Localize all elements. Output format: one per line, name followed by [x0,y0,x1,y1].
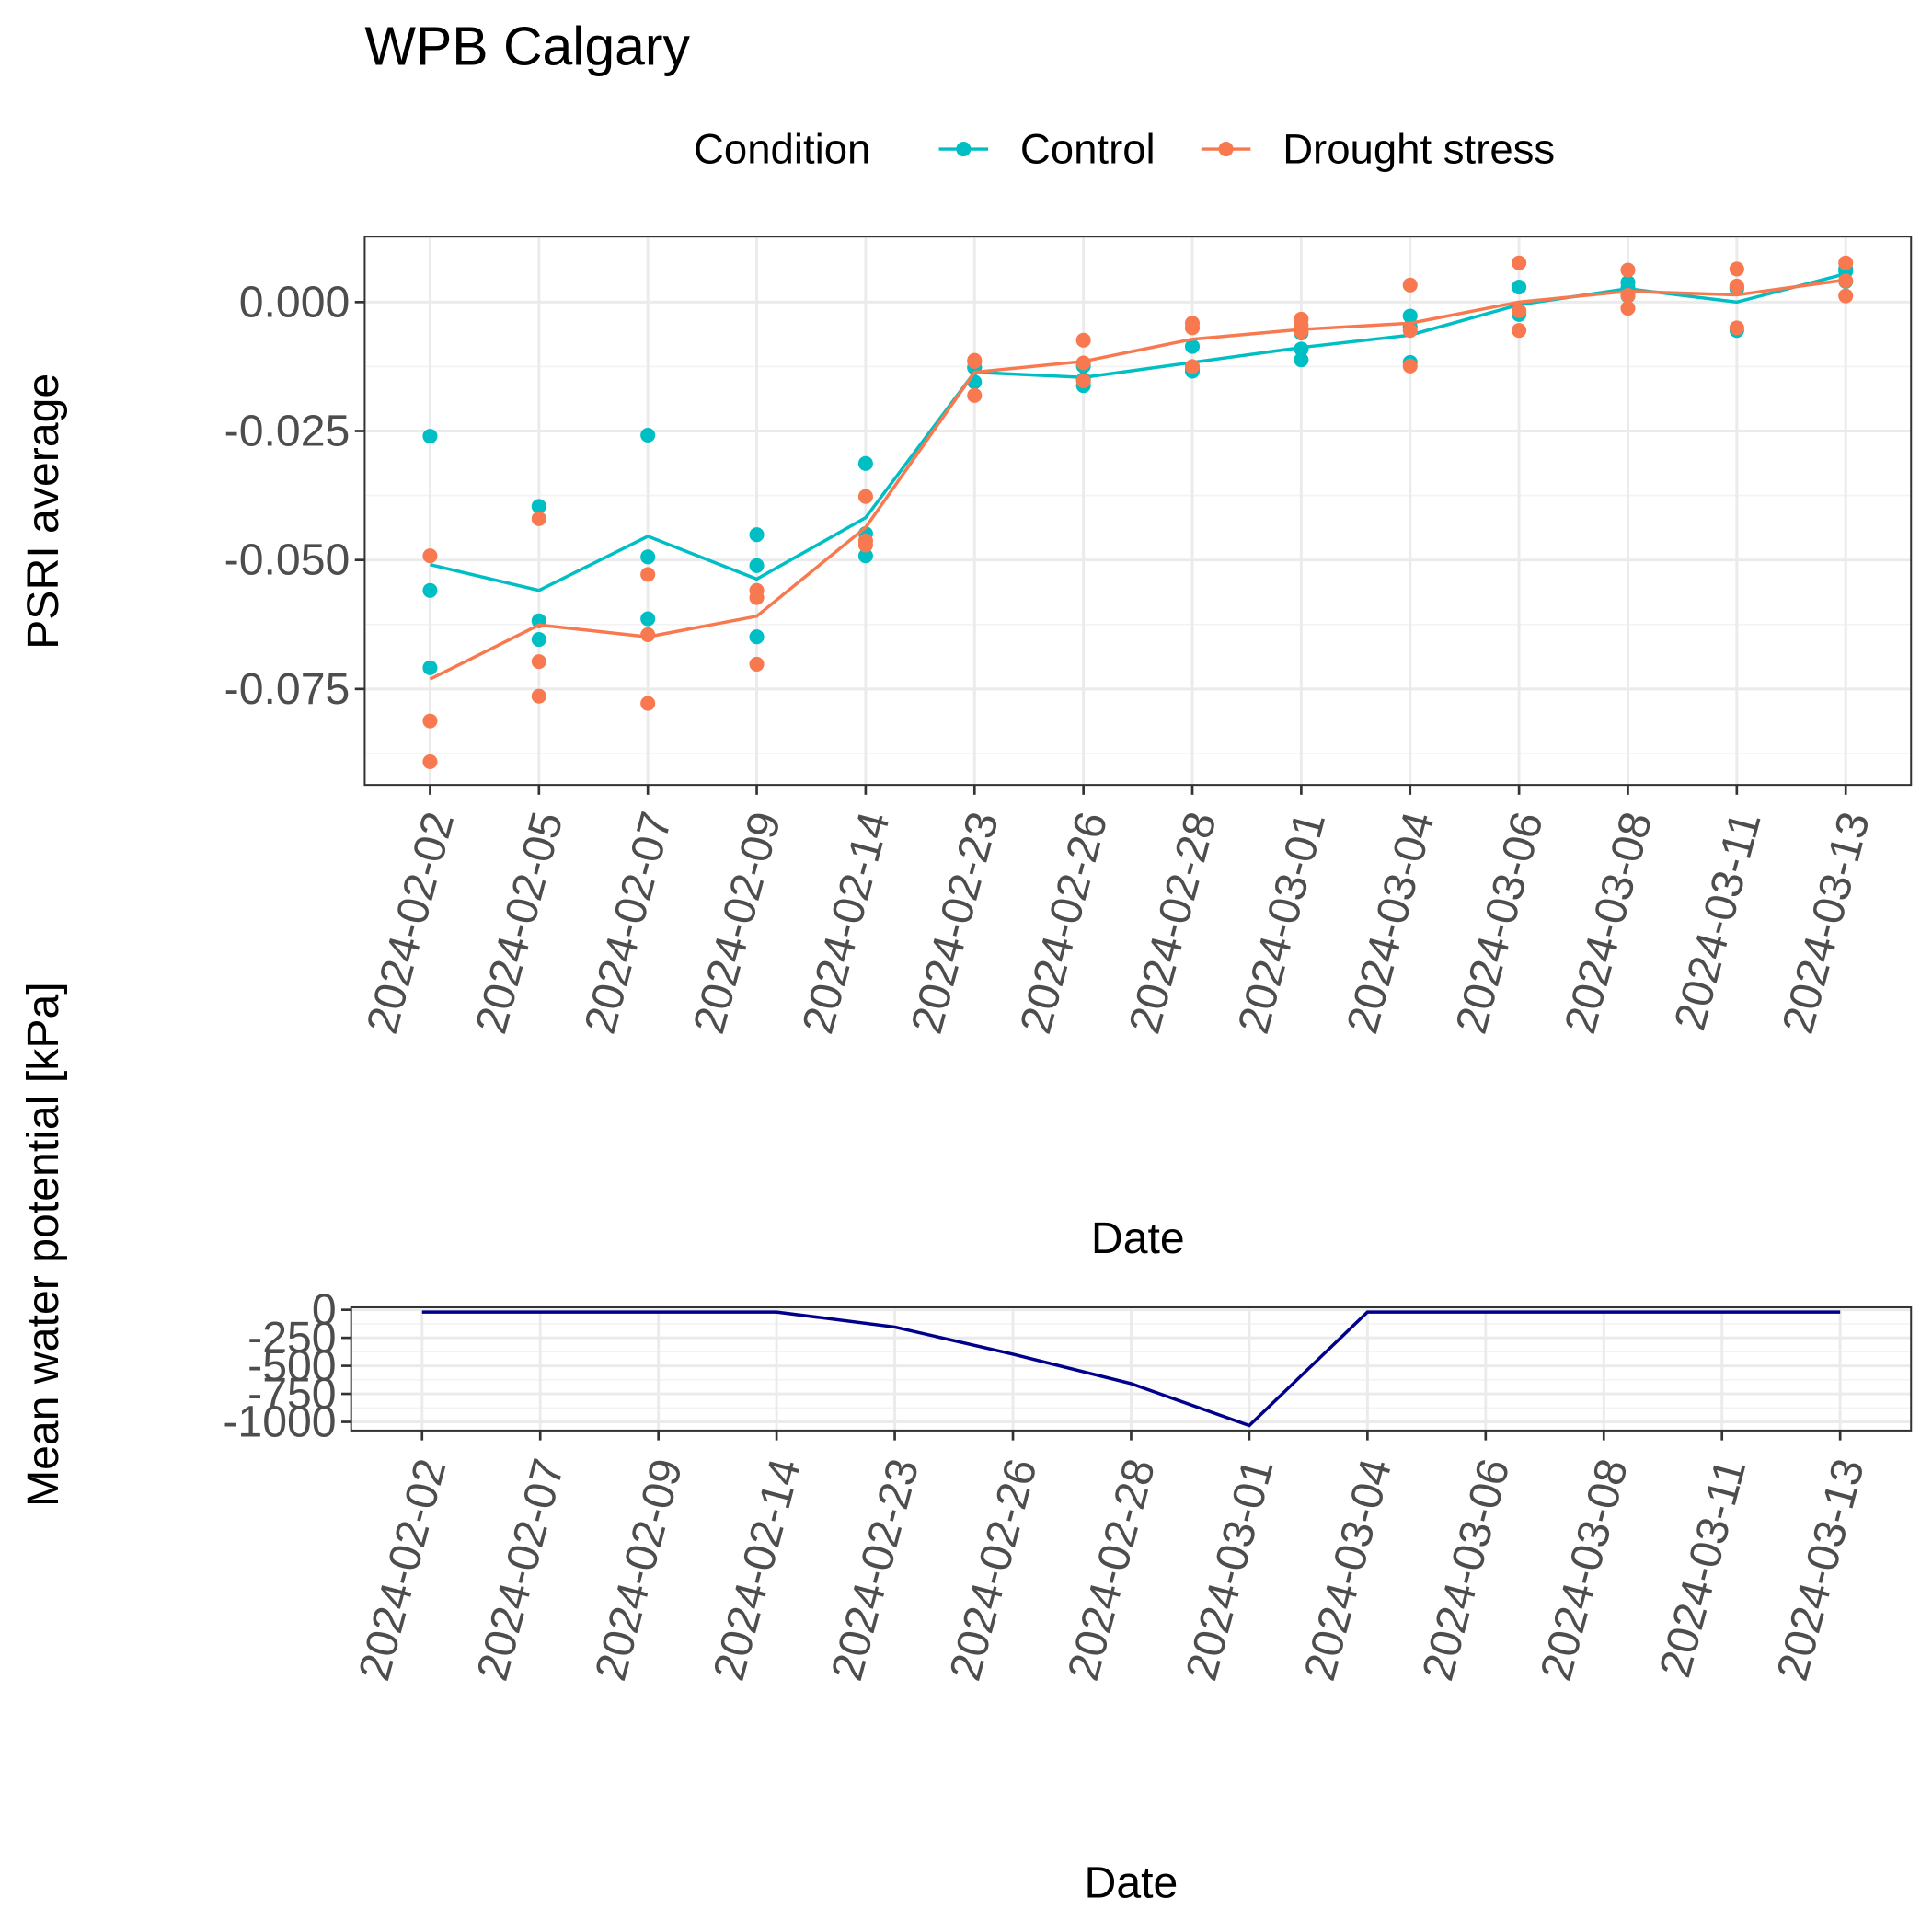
data-point [1184,359,1201,374]
data-point [1512,303,1527,318]
series-line [430,271,1846,592]
y-tick-label: -0.075 [224,664,351,714]
legend-label: Control [1020,126,1156,173]
y-tick-label: 0 [312,1285,337,1335]
data-point [640,427,656,443]
data-point [857,548,873,564]
data-point [1512,280,1527,295]
data-point [1729,320,1744,336]
data-point [1402,308,1418,324]
data-point [531,499,546,514]
data-point [1838,288,1854,304]
data-point [640,696,656,711]
data-point [531,511,546,526]
data-point [422,582,438,598]
panel-border [350,1305,1913,1432]
x-axis-title: Date [1091,1213,1185,1263]
data-point [422,713,438,729]
data-point [1512,255,1527,270]
panel-border [363,236,1913,787]
data-point [422,548,438,564]
legend-title: Condition [694,126,870,173]
data-point [857,455,873,471]
data-point [1075,374,1091,389]
y-tick-label: -750 [247,1369,336,1419]
data-point [1294,352,1309,368]
legend-dot [956,142,972,157]
y-tick-label: 0.000 [239,277,351,327]
data-point [640,549,656,565]
data-point [640,611,656,627]
data-point [1620,301,1636,316]
data-point [1294,341,1309,357]
y-tick-label: -500 [247,1341,336,1391]
legend-dot [1218,142,1234,157]
data-point [1402,323,1418,339]
data-point [749,629,765,645]
data-point [531,654,546,670]
data-point [1184,339,1201,354]
data-point [1620,288,1636,304]
data-point [1075,355,1091,371]
legend-label: Drought stress [1282,126,1555,173]
data-point [531,631,546,648]
data-point [1402,277,1418,293]
data-point [967,387,983,403]
data-point [1512,323,1527,339]
y-tick-label: -250 [247,1313,336,1363]
data-point [749,590,765,605]
data-point [1620,262,1636,278]
data-point [749,558,765,573]
data-point [422,429,438,444]
data-point [640,627,656,643]
series-line [421,1310,1841,1428]
data-point [531,688,546,704]
panel [364,236,1912,786]
data-point [1075,332,1091,348]
data-point [640,567,656,582]
data-point [1729,278,1744,294]
data-point [1838,273,1854,289]
data-point [422,660,438,675]
data-point [1184,320,1201,336]
x-axis-title: Date [1085,1857,1179,1907]
series-line [429,278,1846,681]
y-tick-label: -0.050 [224,535,351,585]
data-point [422,753,438,769]
data-point [1838,255,1854,270]
chart-title: WPB Calgary [364,17,690,76]
data-point [1294,324,1309,339]
data-point [1402,358,1418,374]
data-point [857,537,873,553]
y-axis-title: Mean water potential [kPa] [18,982,68,1507]
data-point [857,489,873,504]
data-point [749,527,765,543]
y-tick-label: -0.025 [224,407,351,456]
y-tick-label: -1000 [223,1397,336,1447]
data-point [967,352,983,368]
data-point [749,656,765,672]
y-axis-title: PSRI average [18,374,68,650]
data-point [1729,261,1744,277]
